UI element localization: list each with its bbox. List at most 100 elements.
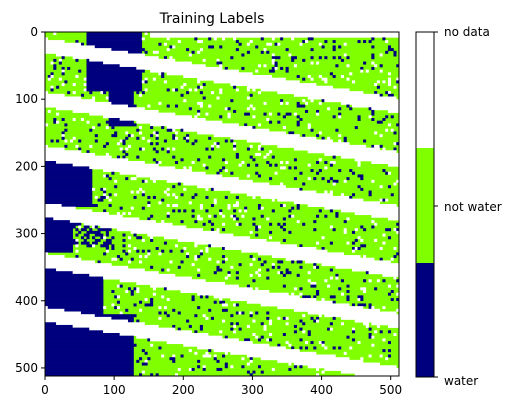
heatmap-cell [271, 265, 275, 269]
heatmap-cell [50, 72, 54, 76]
heatmap-cell [64, 144, 68, 148]
heatmap-cell [180, 220, 184, 224]
heatmap-cell [351, 303, 356, 307]
heatmap-cell [340, 58, 344, 62]
heatmap-cell [169, 357, 176, 361]
heatmap-cell [351, 230, 356, 234]
heatmap-cell [351, 330, 356, 334]
colorbar: no data not water water [415, 25, 502, 388]
heatmap-cell [255, 233, 259, 237]
heatmap-cell [327, 327, 331, 331]
heatmap-cell [219, 169, 223, 173]
heatmap-cell [127, 249, 132, 253]
heatmap-cell [45, 359, 134, 363]
heatmap-cell [86, 32, 143, 35]
heatmap-cell [61, 136, 65, 140]
heatmap-cell [72, 83, 76, 87]
heatmap-cell [45, 179, 93, 183]
heatmap-cell [197, 77, 286, 81]
heatmap-cell [213, 357, 217, 361]
heatmap-cell [332, 48, 336, 52]
heatmap-cell [285, 66, 289, 70]
heatmap-cell [45, 150, 82, 154]
heatmap-cell [280, 225, 284, 229]
heatmap-cell [235, 271, 239, 275]
heatmap-cell [45, 295, 104, 299]
heatmap-cell [257, 273, 262, 277]
heatmap-cell [368, 327, 372, 331]
heatmap-cell [368, 107, 372, 111]
heatmap-cell [280, 204, 284, 207]
heatmap-cell [360, 238, 364, 242]
heatmap-cell [150, 238, 154, 242]
heatmap-cell [103, 252, 107, 256]
heatmap-cell [285, 69, 289, 73]
heatmap-cell [299, 327, 303, 331]
heatmap-cell [324, 40, 328, 44]
heatmap-cell [357, 161, 361, 164]
heatmap-cell [92, 187, 96, 191]
heatmap-cell [304, 109, 309, 113]
heatmap-cell [354, 126, 358, 130]
heatmap-cell [351, 338, 356, 342]
heatmap-cell [235, 222, 239, 226]
heatmap-cell [45, 292, 104, 296]
heatmap-cell [385, 115, 389, 119]
heatmap-cell [216, 367, 223, 371]
heatmap-cell [50, 75, 54, 78]
heatmap-cell [371, 214, 399, 218]
heatmap-cell [299, 346, 303, 350]
heatmap-cell [89, 144, 93, 148]
heatmap-cell [161, 198, 165, 202]
heatmap-cell [125, 136, 129, 140]
heatmap-cell [349, 107, 353, 111]
heatmap-cell [219, 212, 223, 216]
heatmap-cell [150, 300, 154, 304]
heatmap-cell [103, 330, 192, 334]
heatmap-cell [202, 365, 206, 369]
heatmap-cell [382, 241, 386, 245]
heatmap-cell [136, 66, 223, 70]
heatmap-cell [351, 171, 356, 175]
heatmap-cell [105, 142, 109, 146]
heatmap-cell [302, 322, 306, 326]
heatmap-cell [45, 284, 104, 288]
heatmap-cell [86, 72, 143, 76]
heatmap-cell [354, 228, 358, 232]
heatmap-cell [61, 134, 65, 138]
heatmap-cell [246, 42, 250, 46]
heatmap-cell [233, 214, 237, 218]
heatmap-cell [45, 195, 93, 199]
heatmap-cell [45, 214, 123, 218]
heatmap-cell [382, 169, 386, 173]
heatmap-cell [53, 32, 57, 35]
heatmap-cell [194, 314, 198, 318]
heatmap-cell [133, 287, 137, 291]
heatmap-cell [45, 244, 73, 248]
heatmap-cell [257, 147, 262, 151]
heatmap-cell [45, 357, 134, 361]
heatmap-cell [269, 177, 273, 181]
heatmap-cell [197, 255, 201, 259]
heatmap-cell [338, 115, 342, 119]
heatmap-cell [252, 195, 256, 199]
heatmap-cell [222, 247, 226, 250]
heatmap-cell [150, 343, 154, 347]
heatmap-cell [45, 279, 104, 283]
heatmap-cell [80, 42, 85, 46]
heatmap-cell [191, 367, 195, 371]
heatmap-cell [197, 40, 203, 44]
heatmap-cell [255, 228, 259, 232]
heatmap-cell [241, 311, 245, 315]
heatmap-cell [219, 64, 223, 68]
heatmap-cell [58, 77, 62, 81]
heatmap-cell [393, 50, 397, 54]
heatmap-cell [385, 198, 389, 202]
x-tick-label: 400 [310, 383, 333, 397]
heatmap-cell [329, 276, 333, 280]
heatmap-cell [396, 142, 399, 146]
heatmap-cell [266, 42, 273, 46]
heatmap-cell [45, 187, 93, 191]
heatmap-cell [230, 190, 317, 194]
heatmap-cell [136, 174, 223, 178]
